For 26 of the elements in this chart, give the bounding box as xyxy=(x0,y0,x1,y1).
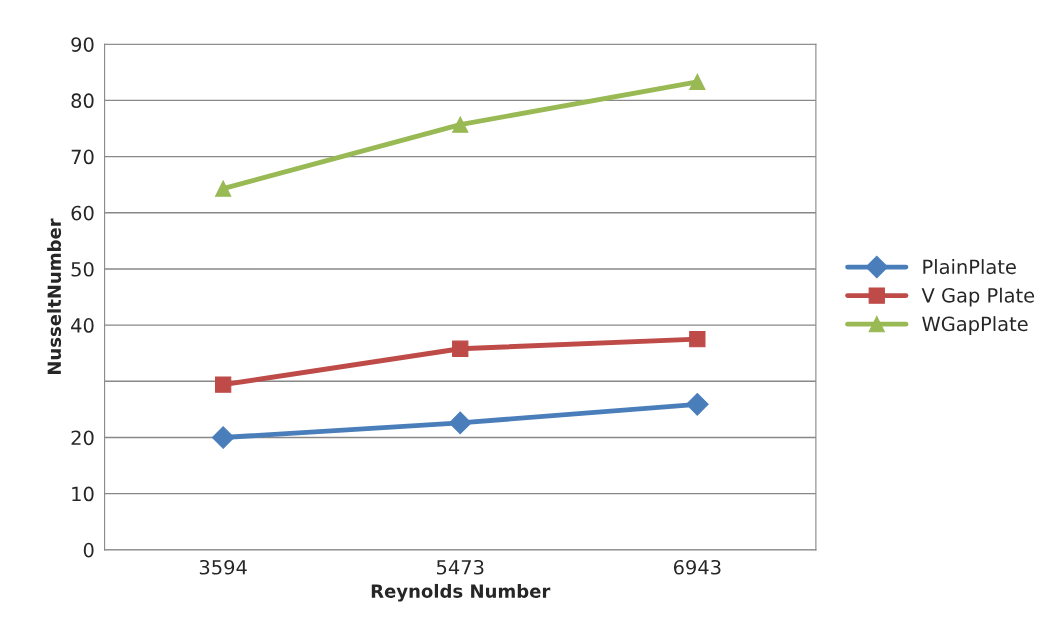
y-tick-label: 20 xyxy=(71,430,94,446)
point xyxy=(686,393,709,416)
y-tick-label: 90 xyxy=(71,37,94,52)
y-tick-label: 0 xyxy=(83,542,94,558)
y-tick-label: 80 xyxy=(71,93,94,109)
point xyxy=(214,376,232,393)
y-tick-label: 60 xyxy=(71,205,94,221)
point xyxy=(448,411,472,435)
x-axis-title: Reynolds Number xyxy=(371,583,551,602)
x-tick-label: 6943 xyxy=(673,559,721,575)
y-tick-label: 10 xyxy=(72,486,94,502)
legend-label: PlainPlate xyxy=(923,259,1016,275)
point xyxy=(689,331,706,348)
x-tick-label: 3594 xyxy=(199,559,247,575)
legend-label: V Gap Plate xyxy=(921,287,1035,307)
y-tick-label: 50 xyxy=(71,261,94,277)
y-tick-label: 70 xyxy=(71,149,94,165)
legend-label: WGapPlate xyxy=(922,316,1028,335)
y-tick-label: 40 xyxy=(71,318,94,333)
y-axis-title: NusseltNumber xyxy=(47,218,62,375)
x-tick-label: 5473 xyxy=(437,559,484,575)
point xyxy=(452,340,469,357)
point xyxy=(211,426,235,449)
point xyxy=(214,180,232,197)
point xyxy=(689,73,706,91)
point xyxy=(452,116,469,133)
